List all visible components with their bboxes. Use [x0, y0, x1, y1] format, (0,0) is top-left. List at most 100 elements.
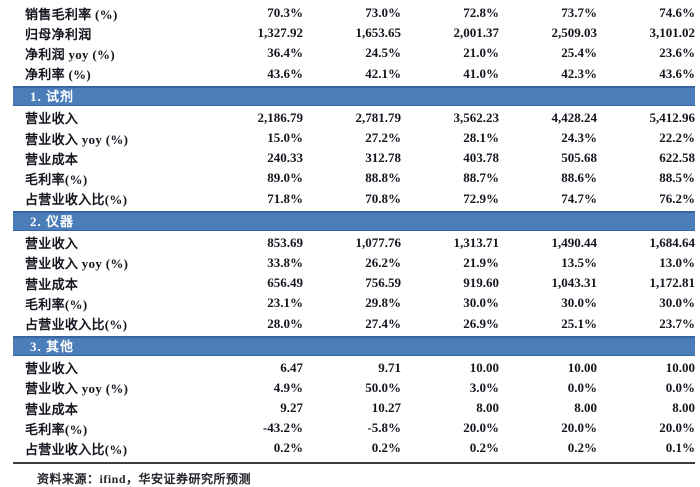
- value-cell: 30.0%: [561, 295, 597, 311]
- value-cell: 1,327.92: [257, 25, 304, 41]
- value-cell: 89.0%: [267, 170, 303, 186]
- value-cell: 2,781.79: [355, 109, 402, 125]
- value-cell: 3,101.02: [649, 25, 696, 41]
- table-row: 毛利率(%) 89.0% 88.8% 88.7% 88.6% 88.5%: [13, 168, 695, 188]
- metric-label: 营业成本: [25, 276, 79, 292]
- metric-label: 净利润 yoy (%): [25, 46, 115, 62]
- value-cell: 33.8%: [267, 254, 303, 270]
- metric-label: 营业收入: [25, 361, 79, 377]
- table-row: 净利润 yoy (%) 36.4% 24.5% 21.0% 25.4% 23.6…: [13, 43, 695, 63]
- value-cell: 25.1%: [561, 315, 597, 331]
- value-cell: 240.33: [267, 150, 303, 166]
- metric-label: 毛利率(%): [25, 296, 88, 312]
- value-cell: 70.8%: [365, 190, 401, 206]
- value-cell: 29.8%: [365, 295, 401, 311]
- table-row: 营业收入 yoy (%) 4.9% 50.0% 3.0% 0.0% 0.0%: [13, 378, 695, 398]
- value-cell: 41.0%: [463, 65, 499, 81]
- value-cell: 0.2%: [567, 440, 597, 456]
- financial-forecast-table: 销售毛利率 (%) 70.3% 73.0% 72.8% 73.7% 74.6% …: [13, 0, 695, 487]
- value-cell: 2,509.03: [551, 25, 598, 41]
- value-cell: 656.49: [267, 275, 303, 291]
- value-cell: 50.0%: [365, 379, 401, 395]
- value-cell: 1,077.76: [355, 234, 402, 250]
- value-cell: 27.4%: [365, 315, 401, 331]
- section-header-instruments: 2. 仪器: [13, 210, 695, 231]
- table-row: 占营业收入比(%) 28.0% 27.4% 26.9% 25.1% 23.7%: [13, 313, 695, 333]
- metric-label: 销售毛利率 (%): [25, 6, 118, 22]
- metric-label: 营业收入 yoy (%): [25, 256, 129, 272]
- value-cell: 10.00: [567, 359, 597, 375]
- metric-label: 占营业收入比(%): [25, 317, 128, 333]
- value-cell: 312.78: [365, 150, 401, 166]
- value-cell: 21.0%: [463, 45, 499, 61]
- value-cell: 20.0%: [659, 420, 695, 436]
- metric-label: 营业收入 yoy (%): [25, 381, 129, 397]
- table-row: 营业成本 9.27 10.27 8.00 8.00 8.00: [13, 398, 695, 418]
- value-cell: 42.1%: [365, 65, 401, 81]
- value-cell: 23.1%: [267, 295, 303, 311]
- value-cell: 28.0%: [267, 315, 303, 331]
- value-cell: 0.0%: [567, 379, 597, 395]
- value-cell: 25.4%: [561, 45, 597, 61]
- value-cell: 4.9%: [273, 379, 303, 395]
- value-cell: 42.3%: [561, 65, 597, 81]
- value-cell: 3.0%: [469, 379, 499, 395]
- table-row: 营业成本 656.49 756.59 919.60 1,043.31 1,172…: [13, 273, 695, 293]
- value-cell: 24.3%: [561, 130, 597, 146]
- value-cell: 73.0%: [365, 5, 401, 21]
- table-row: 营业收入 yoy (%) 33.8% 26.2% 21.9% 13.5% 13.…: [13, 253, 695, 273]
- value-cell: 8.00: [476, 400, 499, 416]
- value-cell: 13.0%: [659, 254, 695, 270]
- value-cell: 756.59: [365, 275, 401, 291]
- value-cell: 20.0%: [561, 420, 597, 436]
- table-row: 毛利率(%) -43.2% -5.8% 20.0% 20.0% 20.0%: [13, 418, 695, 438]
- value-cell: 28.1%: [463, 130, 499, 146]
- value-cell: 26.2%: [365, 254, 401, 270]
- value-cell: 30.0%: [463, 295, 499, 311]
- value-cell: 88.6%: [561, 170, 597, 186]
- value-cell: 74.6%: [659, 5, 695, 21]
- value-cell: 71.8%: [267, 190, 303, 206]
- value-cell: 22.2%: [659, 130, 695, 146]
- value-cell: 1,043.31: [551, 275, 598, 291]
- value-cell: 2,186.79: [257, 109, 304, 125]
- value-cell: 73.7%: [561, 5, 597, 21]
- value-cell: 0.1%: [665, 440, 695, 456]
- value-cell: 88.5%: [659, 170, 695, 186]
- value-cell: 4,428.24: [551, 109, 598, 125]
- value-cell: 0.2%: [371, 440, 401, 456]
- value-cell: 13.5%: [561, 254, 597, 270]
- value-cell: 1,313.71: [453, 234, 500, 250]
- value-cell: 622.58: [659, 150, 695, 166]
- value-cell: 88.8%: [365, 170, 401, 186]
- value-cell: 6.47: [280, 359, 303, 375]
- metric-label: 营业成本: [25, 401, 79, 417]
- value-cell: 23.7%: [659, 315, 695, 331]
- metric-label: 毛利率(%): [25, 171, 88, 187]
- metric-label: 营业收入: [25, 111, 79, 127]
- value-cell: 9.27: [280, 400, 303, 416]
- value-cell: 1,490.44: [551, 234, 598, 250]
- value-cell: 88.7%: [463, 170, 499, 186]
- value-cell: 70.3%: [267, 5, 303, 21]
- table-row: 占营业收入比(%) 71.8% 70.8% 72.9% 74.7% 76.2%: [13, 189, 695, 209]
- value-cell: 76.2%: [659, 190, 695, 206]
- value-cell: 1,172.81: [649, 275, 696, 291]
- metric-label: 营业成本: [25, 151, 79, 167]
- metric-label: 毛利率(%): [25, 421, 88, 437]
- value-cell: 8.00: [672, 400, 695, 416]
- metric-label: 营业收入: [25, 236, 79, 252]
- value-cell: 27.2%: [365, 130, 401, 146]
- value-cell: 10.00: [665, 359, 695, 375]
- metric-label: 占营业收入比(%): [25, 192, 128, 208]
- table-row: 归母净利润 1,327.92 1,653.65 2,001.37 2,509.0…: [13, 23, 695, 43]
- metric-label: 占营业收入比(%): [25, 441, 128, 457]
- value-cell: 853.69: [267, 234, 303, 250]
- value-cell: 72.8%: [463, 5, 499, 21]
- value-cell: 26.9%: [463, 315, 499, 331]
- value-cell: 43.6%: [659, 65, 695, 81]
- value-cell: 36.4%: [267, 45, 303, 61]
- value-cell: 21.9%: [463, 254, 499, 270]
- table-row: 营业收入 6.47 9.71 10.00 10.00 10.00: [13, 358, 695, 378]
- value-cell: 2,001.37: [453, 25, 500, 41]
